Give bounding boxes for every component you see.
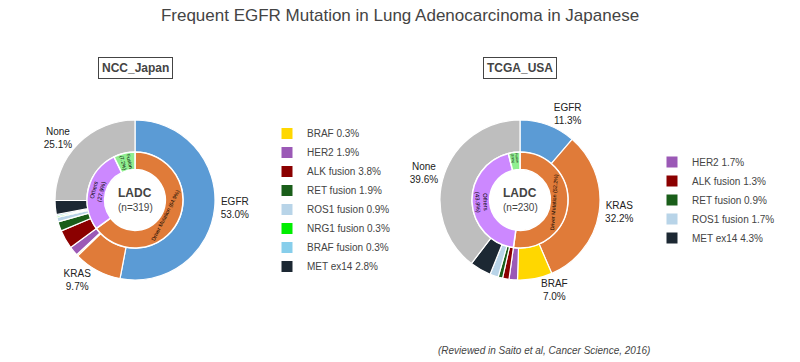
svg-text:HER2 1.7%: HER2 1.7% (692, 157, 744, 168)
svg-text:ROS1 fusion 0.9%: ROS1 fusion 0.9% (307, 204, 389, 215)
svg-text:None25.1%: None25.1% (44, 126, 72, 150)
svg-text:BRAF fusion 0.3%: BRAF fusion 0.3% (307, 242, 389, 253)
svg-text:EGFR53.0%: EGFR53.0% (221, 196, 249, 220)
svg-text:BRAF7.0%: BRAF7.0% (541, 278, 568, 302)
svg-text:Driver Mutation (64.9%): Driver Mutation (64.9%) (150, 189, 181, 242)
svg-text:KRAS9.7%: KRAS9.7% (64, 268, 92, 292)
svg-text:LADC: LADC (118, 186, 152, 200)
svg-text:NRG1 fusion 0.3%: NRG1 fusion 0.3% (307, 223, 390, 234)
svg-text:Others(27.9%): Others(27.9%) (89, 179, 107, 202)
svg-text:ALK fusion 3.8%: ALK fusion 3.8% (307, 166, 381, 177)
svg-text:None39.6%: None39.6% (410, 161, 438, 185)
svg-text:TCGA_USA: TCGA_USA (487, 61, 553, 75)
svg-text:Others(43.9%): Others(43.9%) (474, 191, 489, 212)
svg-text:(Reviewed in Saito et al, Canc: (Reviewed in Saito et al, Cancer Science… (438, 345, 650, 356)
svg-text:Fusion(3.9%): Fusion(3.9%) (510, 153, 519, 164)
svg-text:(n=230): (n=230) (503, 202, 538, 213)
svg-text:ROS1 fusion 1.7%: ROS1 fusion 1.7% (692, 214, 774, 225)
svg-text:MET ex14 2.8%: MET ex14 2.8% (307, 261, 378, 272)
svg-text:RET fusion 1.9%: RET fusion 1.9% (307, 185, 382, 196)
svg-text:(n=319): (n=319) (118, 202, 153, 213)
svg-text:ALK fusion 1.3%: ALK fusion 1.3% (692, 176, 766, 187)
svg-text:NCC_Japan: NCC_Japan (102, 61, 169, 75)
svg-text:BRAF 0.3%: BRAF 0.3% (307, 128, 359, 139)
svg-text:Frequent EGFR Mutation in Lung: Frequent EGFR Mutation in Lung Adenocarc… (161, 6, 639, 25)
svg-text:MET ex14 4.3%: MET ex14 4.3% (692, 233, 763, 244)
svg-text:LADC: LADC (503, 186, 537, 200)
svg-text:Fusion(7.2%): Fusion(7.2%) (119, 153, 135, 171)
svg-text:EGFR11.3%: EGFR11.3% (554, 102, 582, 126)
svg-text:Driver Mutation (52.2%): Driver Mutation (52.2%) (549, 174, 559, 231)
svg-text:KRAS32.2%: KRAS32.2% (605, 200, 633, 224)
svg-text:RET fusion 0.9%: RET fusion 0.9% (692, 195, 767, 206)
svg-text:HER2 1.9%: HER2 1.9% (307, 147, 359, 158)
